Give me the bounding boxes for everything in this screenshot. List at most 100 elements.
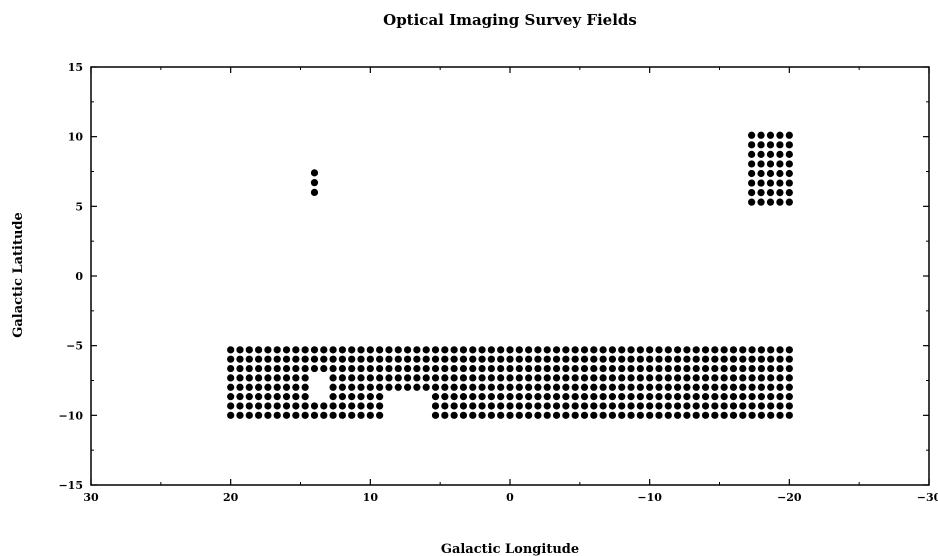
survey-field-point [431,411,440,419]
survey-field-point [599,355,607,363]
survey-field-point [394,383,402,391]
survey-field-point [748,355,756,363]
survey-field-point [655,411,663,419]
survey-field-point [310,355,319,363]
survey-field-point [748,402,756,410]
survey-field-point [459,346,468,354]
survey-field-point [580,383,589,391]
survey-field-point [646,374,654,382]
survey-field-point [329,402,337,410]
survey-field-point [282,346,291,354]
survey-field-point [562,402,570,410]
survey-field-point [748,346,756,354]
survey-field-point [357,355,365,363]
survey-field-point [599,346,607,354]
survey-field-point [310,364,319,373]
survey-field-point [357,411,365,419]
survey-field-point [450,411,458,419]
survey-field-point [766,179,775,187]
survey-field-point [385,383,393,391]
survey-field-point [785,346,793,354]
survey-field-point [608,393,617,401]
survey-field-point [599,411,607,419]
y-tick-label: 5 [75,200,83,213]
survey-field-point [459,383,468,391]
survey-field-point [590,383,598,391]
survey-field-point [776,150,784,158]
survey-field-point [236,402,244,410]
survey-field-point [701,364,710,373]
survey-field-point [264,355,272,363]
survey-field-point [273,346,281,354]
survey-field-point [748,169,756,178]
survey-field-point [720,346,728,354]
survey-field-point [413,374,421,382]
survey-field-point [348,374,356,382]
survey-field-point [534,402,542,410]
survey-field-point [636,402,644,410]
survey-field-point [720,374,728,382]
survey-field-point [292,393,300,401]
survey-field-point [674,402,682,410]
survey-field-point [441,411,449,419]
x-tick-label: 30 [83,491,99,504]
survey-field-point [674,393,682,401]
survey-field-point [273,383,281,391]
survey-field-point [543,402,551,410]
survey-field-point [739,364,747,373]
survey-field-point [739,383,747,391]
survey-field-point [227,346,235,354]
survey-field-point [767,411,775,419]
survey-field-point [431,383,440,391]
survey-field-point [562,346,570,354]
survey-field-point [608,383,617,391]
survey-field-point [646,355,654,363]
survey-field-point [608,374,617,382]
survey-field-point [729,355,738,363]
survey-field-point [422,374,430,382]
survey-field-point [292,402,300,410]
survey-field-point [711,374,719,382]
survey-field-point [655,383,663,391]
survey-field-point [729,411,738,419]
survey-field-point [348,355,356,363]
survey-field-point [655,374,663,382]
survey-field-point [376,355,384,363]
survey-field-point [338,364,346,373]
survey-field-point [627,374,635,382]
survey-field-point [469,411,477,419]
survey-field-point [310,188,319,196]
survey-field-point [273,374,281,382]
survey-field-point [236,346,244,354]
survey-field-point [674,411,682,419]
survey-field-point [590,355,598,363]
survey-field-point [757,160,765,168]
survey-field-point [636,411,644,419]
survey-field-point [292,355,300,363]
survey-field-point [785,364,793,373]
survey-field-point [757,169,765,178]
survey-field-point [627,383,635,391]
survey-field-point [739,374,747,382]
survey-field-point [236,383,244,391]
survey-field-point [766,198,775,206]
survey-field-point [757,402,766,410]
survey-field-point [757,198,765,206]
survey-field-point [580,411,589,419]
survey-field-point [543,355,551,363]
survey-field-point [767,383,775,391]
survey-field-point [385,364,393,373]
survey-field-point [376,374,384,382]
survey-field-point [236,393,244,401]
survey-field-point [487,355,495,363]
survey-field-point [748,411,756,419]
survey-field-point [338,411,346,419]
survey-field-point [264,364,272,373]
survey-field-point [618,355,626,363]
survey-field-point [571,346,579,354]
survey-field-point [450,374,458,382]
survey-field-point [767,393,775,401]
survey-field-point [320,355,328,363]
survey-field-point [469,346,477,354]
y-tick-label: −10 [58,409,83,422]
